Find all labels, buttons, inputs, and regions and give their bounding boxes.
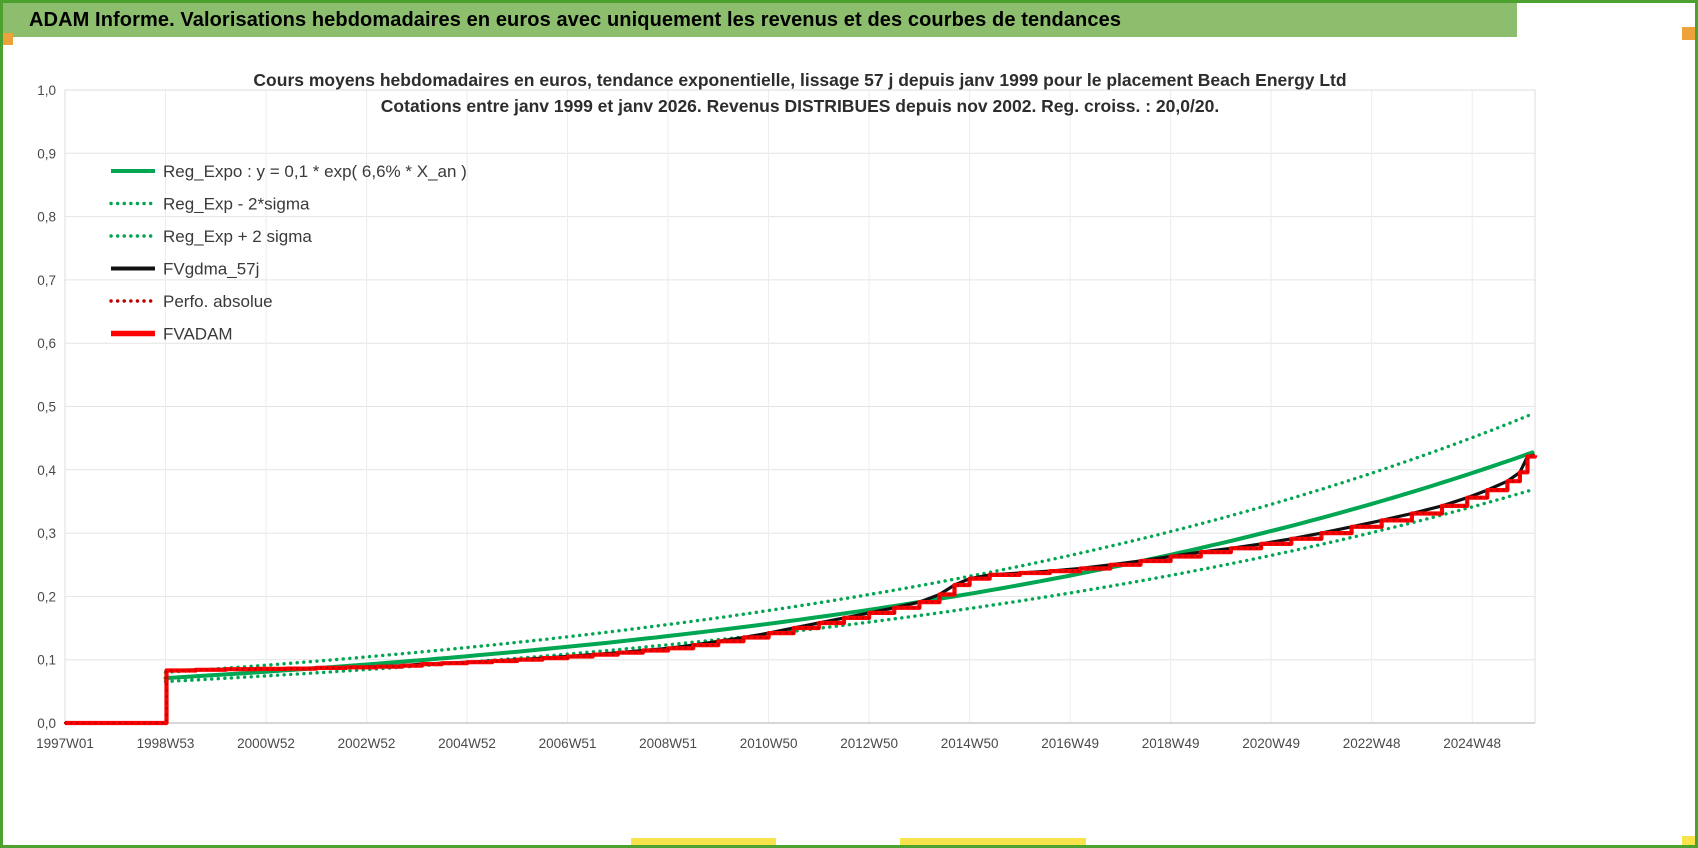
x-axis-label: 2010W50 — [740, 736, 798, 751]
accent-yellow-strip-1 — [631, 838, 776, 845]
axis-labels: 0,0 0,1 0,2 0,3 0,4 0,5 0,6 0,7 0,8 0,9 1,0 1997W01… — [36, 83, 1501, 751]
y-axis-label: 0,1 — [37, 653, 56, 668]
legend-label: Perfo. absolue — [163, 292, 273, 311]
x-axis-label: 2016W49 — [1041, 736, 1099, 751]
chart-title-line1: Cours moyens hebdomadaires en euros, ten… — [253, 70, 1346, 90]
x-axis-label: 2012W50 — [840, 736, 898, 751]
legend-label: Reg_Exp + 2 sigma — [163, 227, 312, 246]
accent-square-top-left — [3, 33, 13, 45]
series-reg-exp-plus-2sigma — [163, 412, 1535, 675]
title-bar: ADAM Informe. Valorisations hebdomadaire… — [3, 3, 1517, 37]
chart-generated-layers: 0,0 0,1 0,2 0,3 0,4 0,5 0,6 0,7 0,8 0,9 1,0 1997W01… — [36, 83, 1538, 751]
series-reg-expo — [163, 450, 1535, 681]
page-title: ADAM Informe. Valorisations hebdomadaire… — [29, 8, 1122, 31]
x-axis-label: 2002W52 — [338, 736, 396, 751]
accent-square-top-right — [1682, 27, 1695, 40]
x-axis-label: 2004W52 — [438, 736, 496, 751]
x-axis-label: 1997W01 — [36, 736, 94, 751]
y-axis-label: 0,9 — [37, 146, 56, 161]
x-axis-label: 2000W52 — [237, 736, 295, 751]
y-axis-label: 1,0 — [37, 83, 56, 98]
x-axis-label: 2008W51 — [639, 736, 697, 751]
series-fvadam — [65, 454, 1538, 726]
legend-label: Reg_Expo : y = 0,1 * exp( 6,6% * X_an ) — [163, 162, 467, 181]
y-axis-label: 0,4 — [37, 463, 56, 478]
x-axis-label: 2024W48 — [1443, 736, 1501, 751]
y-axis-label: 0,7 — [37, 273, 56, 288]
series-perfo-absolue — [63, 454, 1537, 725]
accent-square-bottom-right — [1682, 836, 1695, 845]
chart-title-line2: Cotations entre janv 1999 et janv 2026. … — [381, 96, 1219, 116]
y-axis-label: 0,2 — [37, 589, 56, 604]
x-axis-label: 1998W53 — [137, 736, 195, 751]
x-axis-label: 2006W51 — [539, 736, 597, 751]
y-axis-label: 0,0 — [37, 716, 56, 731]
y-axis-label: 0,6 — [37, 336, 56, 351]
x-axis-label: 2022W48 — [1343, 736, 1401, 751]
y-axis-label: 0,3 — [37, 526, 56, 541]
x-axis-label: 2014W50 — [941, 736, 999, 751]
chart-canvas: 0,0 0,1 0,2 0,3 0,4 0,5 0,6 0,7 0,8 0,9 1,0 1997W01… — [36, 70, 1538, 751]
x-axis-label: 2018W49 — [1142, 736, 1200, 751]
accent-yellow-strip-2 — [900, 838, 1086, 845]
legend-label: FVADAM — [163, 325, 233, 344]
x-axis-label: 2020W49 — [1242, 736, 1300, 751]
y-axis-label: 0,5 — [37, 400, 56, 415]
legend-label: Reg_Exp - 2*sigma — [163, 195, 310, 214]
legend-label: FVgdma_57j — [163, 260, 259, 279]
series-reg-exp-minus-2sigma — [163, 488, 1535, 684]
legend: Reg_Expo : y = 0,1 * exp( 6,6% * X_an ) R… — [109, 162, 467, 344]
y-axis-label: 0,8 — [37, 210, 56, 225]
